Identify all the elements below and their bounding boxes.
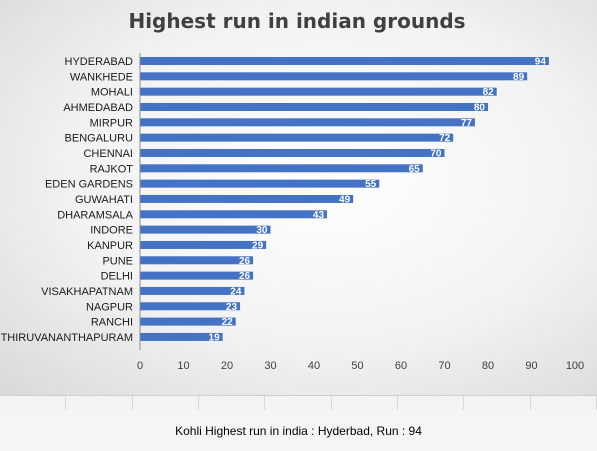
- category-label: THIRUVANANTHAPURAM: [1, 332, 133, 344]
- bar: [140, 271, 254, 280]
- data-label: 26: [239, 256, 251, 267]
- bar: [140, 240, 267, 249]
- bar: [140, 102, 488, 111]
- data-label: 72: [439, 133, 451, 144]
- caption-box: Kohli Highest run in india : Hyderbad, R…: [0, 410, 597, 451]
- data-label: 26: [239, 271, 251, 282]
- category-labels: HYDERABAD WANKHEDE MOHALI AHMEDABAD MIRPUR BE…: [1, 56, 134, 344]
- category-label: BENGALURU: [65, 133, 134, 145]
- category-label: DHARAMSALA: [57, 209, 133, 221]
- data-label: 43: [313, 210, 325, 221]
- sheet-cell: [398, 396, 465, 410]
- data-label: 19: [209, 332, 221, 343]
- x-tick-label: 30: [264, 360, 276, 372]
- x-axis-ticks: 0 10 20 30 40 50 60 70 80 90 100: [137, 360, 584, 372]
- category-label: DELHI: [101, 271, 133, 283]
- bar: [140, 87, 497, 96]
- category-label: MIRPUR: [90, 117, 133, 129]
- bar: [140, 118, 475, 127]
- category-label: RAJKOT: [90, 163, 134, 175]
- x-tick-label: 0: [137, 360, 143, 372]
- bar: [140, 179, 380, 188]
- category-label: RANCHI: [91, 317, 133, 329]
- data-label: 24: [230, 286, 242, 297]
- x-tick-label: 40: [308, 360, 320, 372]
- category-label: GUWAHATI: [75, 194, 133, 206]
- bar: [140, 225, 271, 234]
- sheet-cell: [66, 396, 133, 410]
- bar: [140, 133, 454, 142]
- data-label: 80: [474, 102, 486, 113]
- bar: [140, 148, 445, 157]
- category-label: EDEN GARDENS: [45, 179, 133, 191]
- data-label: 23: [226, 302, 238, 313]
- x-tick-label: 60: [395, 360, 407, 372]
- category-label: VISAKHAPATNAM: [41, 286, 133, 298]
- bar: [140, 72, 528, 81]
- bar: [140, 164, 423, 173]
- category-label: KANPUR: [87, 240, 133, 252]
- category-label: MOHALI: [91, 87, 133, 99]
- bar: [140, 286, 245, 295]
- x-tick-label: 10: [177, 360, 189, 372]
- caption-text: Kohli Highest run in india : Hyderbad, R…: [175, 423, 422, 438]
- bar: [140, 332, 223, 341]
- bar-chart: Highest run in indian grounds 9489828077…: [1, 9, 585, 372]
- sheet-cell: [0, 396, 67, 410]
- data-label: 70: [430, 148, 442, 159]
- chart-area: Highest run in indian grounds 94 89 82 80 77…: [0, 0, 597, 395]
- data-label: 77: [461, 118, 473, 129]
- sheet-cell: [265, 396, 332, 410]
- sheet-row-strip: [0, 395, 597, 411]
- x-tick-label: 90: [525, 360, 537, 372]
- chart-title: Highest run in indian grounds: [128, 9, 465, 33]
- sheet-cell: [332, 396, 398, 410]
- bar: [140, 302, 241, 311]
- data-label: 55: [365, 179, 377, 190]
- category-label: HYDERABAD: [65, 56, 134, 68]
- bar: [140, 210, 328, 219]
- category-label: CHENNAI: [83, 148, 133, 160]
- data-label: 49: [339, 194, 351, 205]
- x-tick-label: 50: [351, 360, 363, 372]
- sheet-cell: [199, 396, 266, 410]
- data-label: 22: [222, 317, 234, 328]
- x-tick-label: 20: [221, 360, 233, 372]
- category-label: NAGPUR: [86, 301, 133, 313]
- data-label: 29: [252, 240, 264, 251]
- category-label: PUNE: [102, 255, 133, 267]
- data-label: 30: [256, 225, 268, 236]
- data-label: 82: [483, 87, 495, 98]
- sheet-cell: [464, 396, 531, 410]
- bar: [140, 57, 549, 65]
- x-tick-label: 80: [482, 360, 494, 372]
- x-tick-label: 70: [438, 360, 450, 372]
- data-label: 89: [513, 72, 525, 83]
- bar: [140, 194, 354, 203]
- category-label: WANKHEDE: [70, 71, 133, 83]
- x-tick-label: 100: [566, 360, 584, 372]
- data-label: 94: [535, 57, 547, 68]
- category-label: INDORE: [90, 225, 133, 237]
- data-label: 65: [409, 164, 421, 175]
- bar: [140, 317, 236, 326]
- bar: [140, 256, 254, 265]
- category-label: AHMEDABAD: [63, 102, 133, 114]
- sheet-cell: [531, 396, 597, 410]
- sheet-cell: [133, 396, 199, 410]
